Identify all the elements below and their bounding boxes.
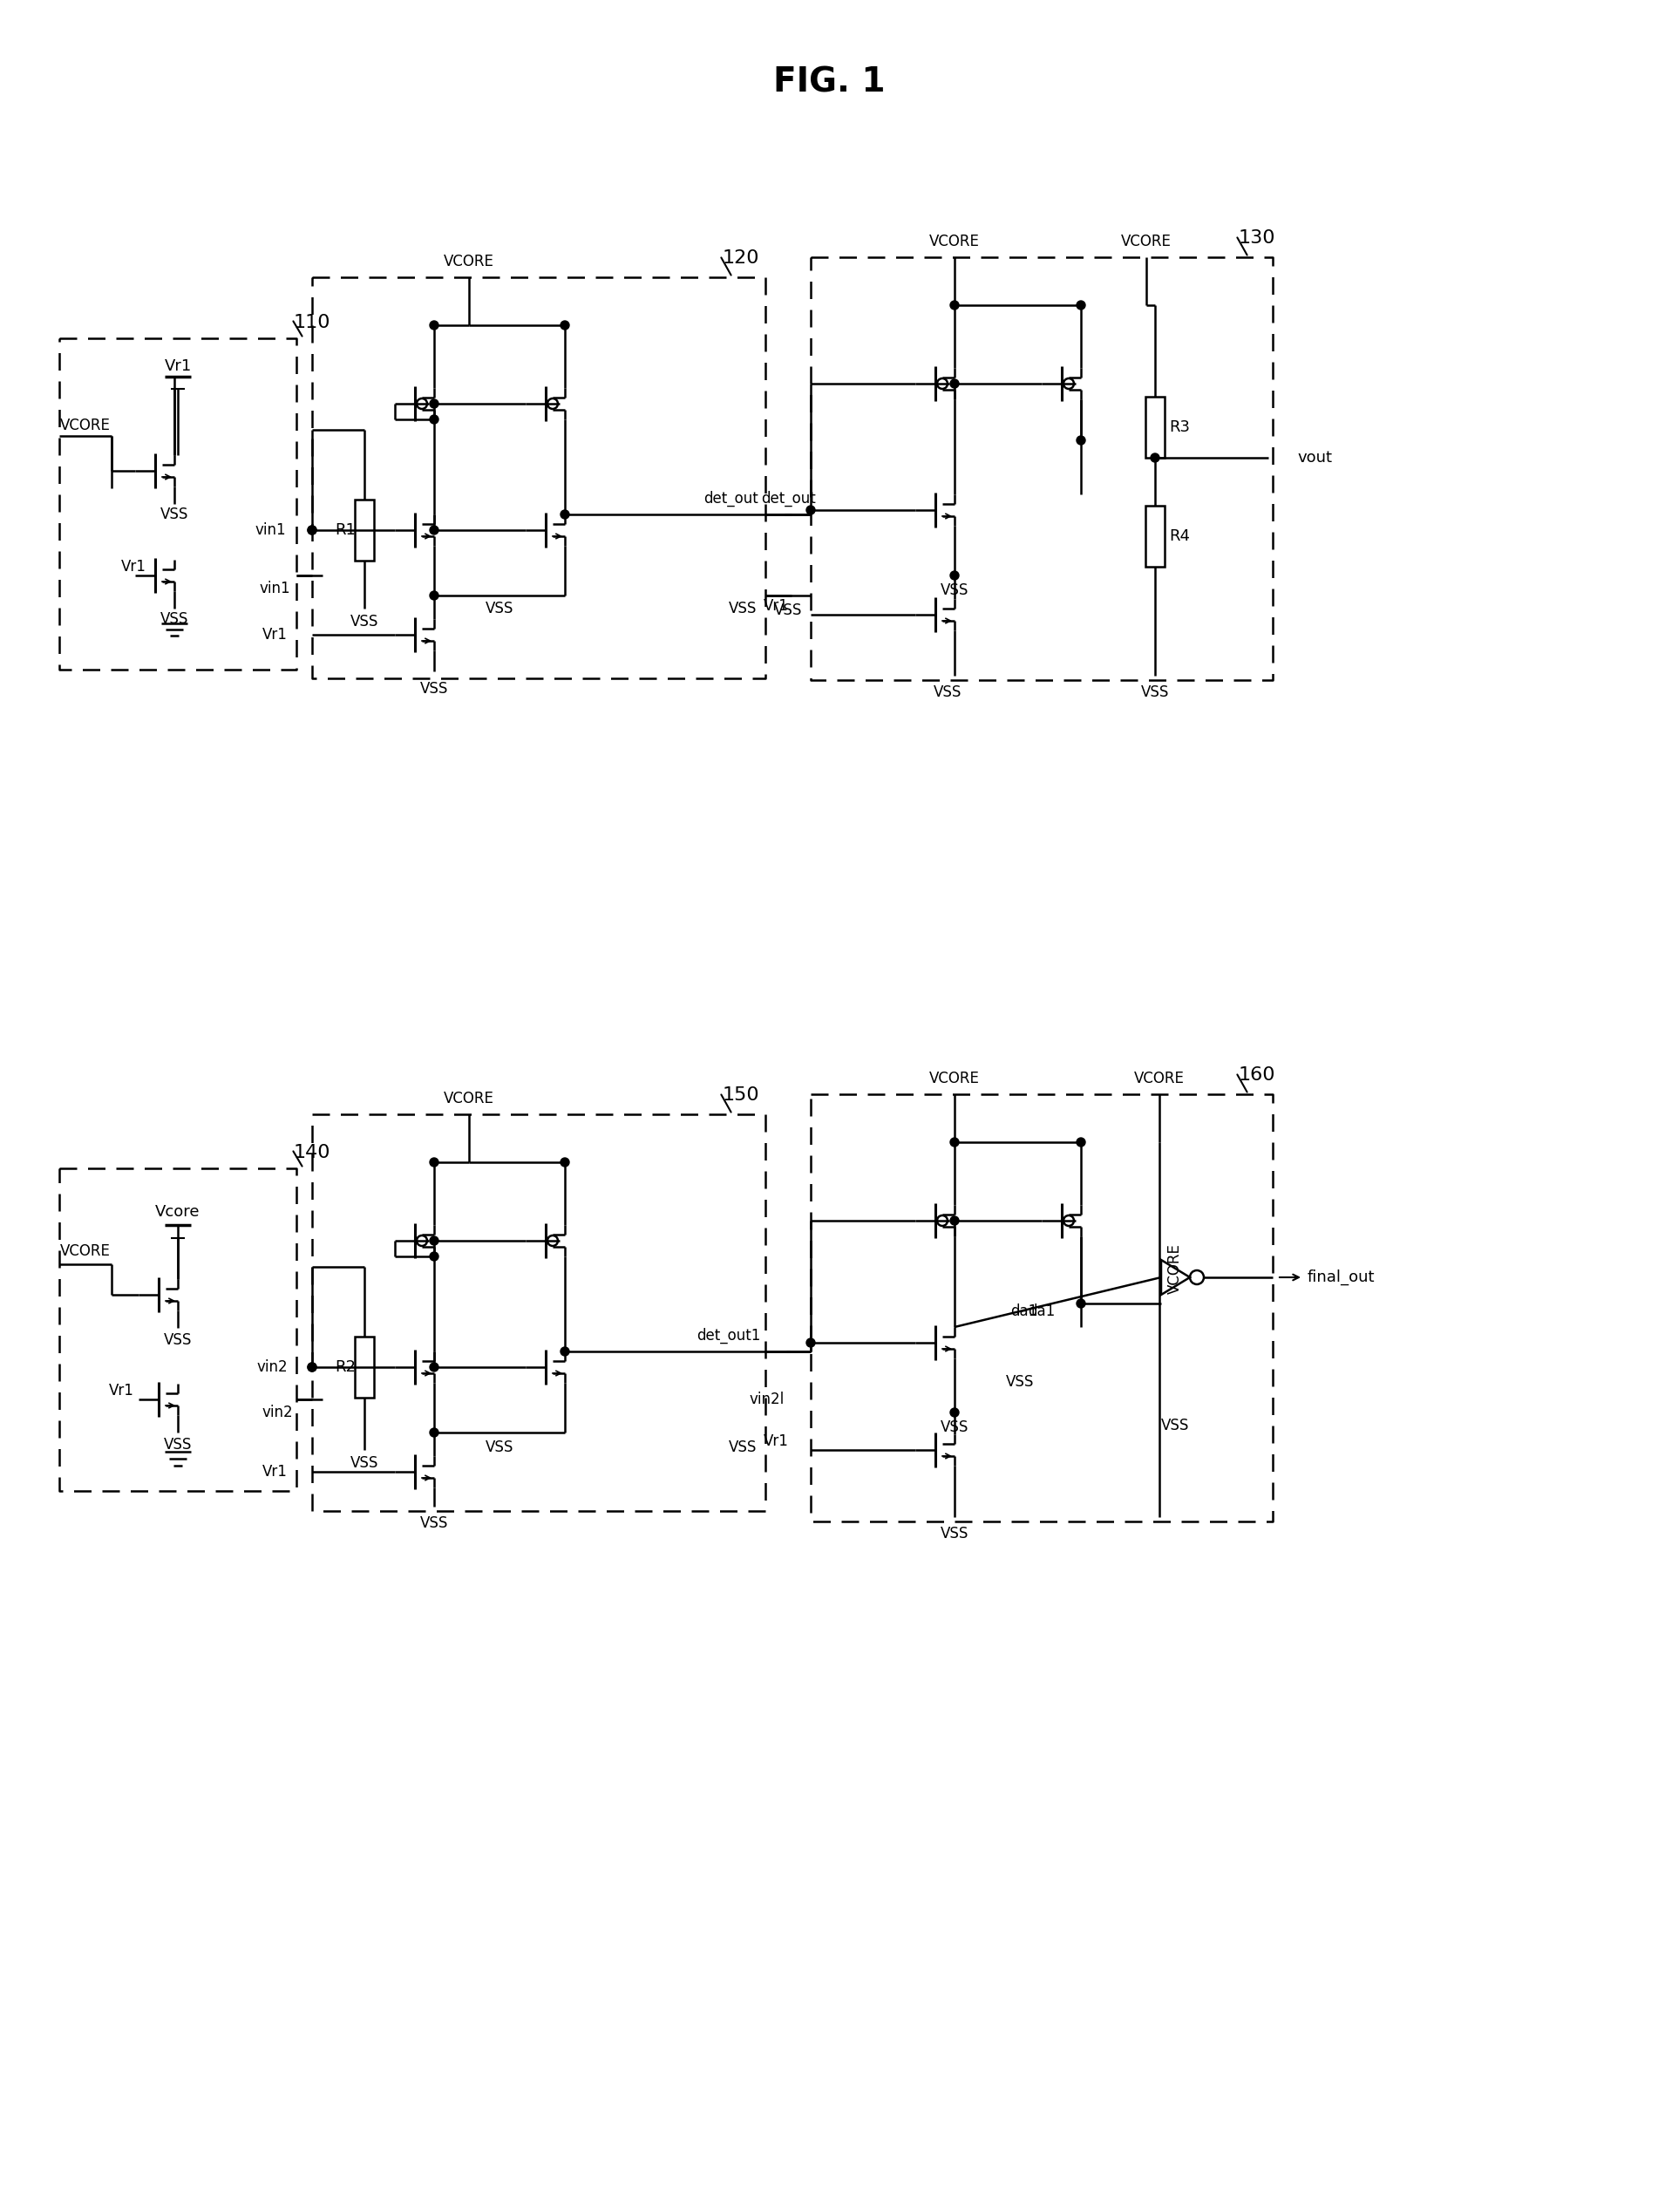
Text: VSS: VSS [933, 684, 962, 701]
Text: Vr1: Vr1 [262, 626, 288, 644]
Text: VSS: VSS [940, 582, 968, 597]
Circle shape [429, 1237, 438, 1245]
Bar [1146, 396, 1164, 458]
Text: Vr1: Vr1 [109, 1382, 134, 1398]
Text: vin1: vin1 [255, 522, 285, 538]
Text: VSS: VSS [940, 1526, 968, 1542]
Text: VSS: VSS [164, 1332, 192, 1347]
Circle shape [950, 1217, 958, 1225]
Circle shape [560, 1347, 569, 1356]
Bar [355, 1336, 375, 1398]
Circle shape [429, 1157, 438, 1166]
Text: VCORE: VCORE [60, 418, 111, 434]
Text: da1: da1 [1011, 1303, 1038, 1318]
Text: 130: 130 [1239, 230, 1275, 248]
Text: VSS: VSS [728, 1440, 756, 1455]
Text: VSS: VSS [774, 602, 802, 617]
Circle shape [950, 301, 958, 310]
Text: det_out: det_out [761, 491, 816, 507]
Circle shape [429, 400, 438, 407]
Circle shape [950, 1409, 958, 1418]
Text: da1: da1 [1028, 1303, 1056, 1318]
Circle shape [429, 416, 438, 425]
Text: Vcore: Vcore [156, 1203, 201, 1219]
Circle shape [806, 1338, 816, 1347]
Circle shape [560, 321, 569, 330]
Circle shape [1076, 1137, 1086, 1146]
Text: Vr1: Vr1 [764, 597, 789, 613]
Text: VSS: VSS [161, 507, 189, 522]
Circle shape [308, 1363, 317, 1371]
Text: FIG. 1: FIG. 1 [773, 66, 885, 100]
Circle shape [1076, 301, 1086, 310]
Text: R2: R2 [335, 1360, 356, 1376]
Text: VSS: VSS [1161, 1418, 1189, 1433]
Text: Vr1: Vr1 [764, 1433, 789, 1449]
Circle shape [308, 526, 317, 535]
Text: VCORE: VCORE [444, 254, 494, 270]
Text: VSS: VSS [350, 613, 378, 630]
Circle shape [1076, 436, 1086, 445]
Text: final_out: final_out [1308, 1270, 1374, 1285]
Text: VSS: VSS [1006, 1374, 1035, 1389]
Circle shape [429, 591, 438, 599]
Text: 120: 120 [723, 250, 759, 268]
Text: 160: 160 [1239, 1066, 1275, 1084]
Text: VCORE: VCORE [1134, 1071, 1184, 1086]
Text: det_out1: det_out1 [696, 1327, 761, 1343]
Circle shape [429, 1252, 438, 1261]
Circle shape [429, 1429, 438, 1438]
Text: vin2: vin2 [262, 1405, 293, 1420]
Text: VSS: VSS [486, 1440, 514, 1455]
Circle shape [950, 571, 958, 580]
Text: Vr1: Vr1 [121, 560, 146, 575]
Circle shape [950, 1137, 958, 1146]
Text: VCORE: VCORE [1167, 1243, 1182, 1294]
Circle shape [950, 378, 958, 387]
Text: VSS: VSS [350, 1455, 378, 1471]
Text: VCORE: VCORE [1121, 234, 1172, 250]
Circle shape [560, 1157, 569, 1166]
Text: 150: 150 [723, 1086, 759, 1104]
Text: VSS: VSS [486, 602, 514, 617]
Circle shape [429, 321, 438, 330]
Text: VSS: VSS [419, 681, 448, 697]
Text: Vr1: Vr1 [164, 358, 191, 374]
Text: VSS: VSS [940, 1420, 968, 1436]
Text: vin1: vin1 [259, 582, 290, 597]
Circle shape [429, 526, 438, 535]
Text: 140: 140 [293, 1144, 330, 1161]
Text: R4: R4 [1169, 529, 1190, 544]
Text: Vr1: Vr1 [262, 1464, 288, 1480]
Text: VSS: VSS [164, 1438, 192, 1453]
Text: VSS: VSS [1141, 684, 1169, 701]
Text: vout: vout [1297, 449, 1331, 465]
Text: vin2: vin2 [257, 1360, 288, 1376]
Text: VCORE: VCORE [60, 1243, 111, 1259]
Text: VSS: VSS [728, 602, 756, 617]
Circle shape [1151, 453, 1159, 462]
Circle shape [308, 1363, 317, 1371]
Text: R3: R3 [1169, 420, 1190, 436]
Text: R1: R1 [335, 522, 355, 538]
Text: vin2l: vin2l [749, 1391, 784, 1407]
Bar [1146, 507, 1164, 566]
Text: VCORE: VCORE [928, 234, 980, 250]
Text: VCORE: VCORE [928, 1071, 980, 1086]
Text: VCORE: VCORE [444, 1091, 494, 1106]
Text: VSS: VSS [161, 611, 189, 626]
Text: VSS: VSS [419, 1515, 448, 1531]
Text: 110: 110 [293, 314, 330, 332]
Circle shape [1076, 1298, 1086, 1307]
Text: det_out: det_out [703, 491, 758, 507]
Circle shape [308, 526, 317, 535]
Circle shape [560, 511, 569, 520]
Circle shape [429, 1363, 438, 1371]
Circle shape [806, 507, 816, 515]
Bar [355, 500, 375, 560]
